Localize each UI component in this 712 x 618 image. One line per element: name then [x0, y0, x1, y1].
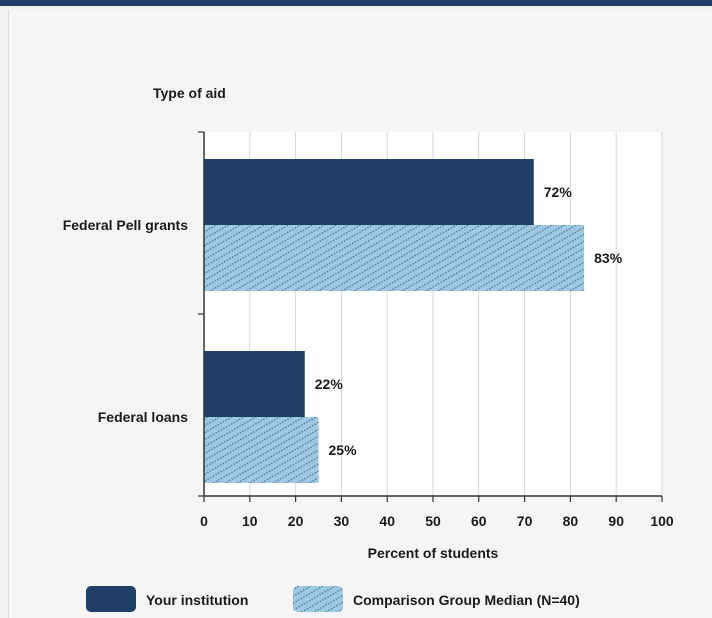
- x-tick-label: 60: [471, 513, 487, 529]
- legend-swatch-comparison-median: [293, 586, 343, 612]
- bar-value-label: 83%: [594, 250, 623, 266]
- legend-label-your-institution: Your institution: [146, 592, 248, 608]
- bar-comparison-median: [204, 417, 319, 483]
- legend: Your institution Comparison Group Median…: [86, 586, 580, 612]
- bar-value-label: 72%: [544, 184, 573, 200]
- top-accent-bar: [0, 0, 712, 6]
- x-tick-label: 80: [563, 513, 579, 529]
- x-axis-title: Percent of students: [368, 545, 499, 561]
- x-tick-label: 100: [650, 513, 674, 529]
- x-tick-label: 30: [334, 513, 350, 529]
- x-tick-label: 10: [242, 513, 258, 529]
- bar-your-institution: [204, 351, 305, 417]
- legend-label-comparison-median: Comparison Group Median (N=40): [353, 592, 580, 608]
- legend-swatch-your-institution: [86, 586, 136, 612]
- bar-value-label: 25%: [329, 442, 358, 458]
- bar-your-institution: [204, 159, 534, 225]
- x-tick-label: 70: [517, 513, 533, 529]
- x-tick-label: 20: [288, 513, 304, 529]
- bar-value-label: 22%: [315, 376, 344, 392]
- axes-group: 0 10 20 30 40 50 60 70 80 90 100 Federal Pell grant…: [63, 131, 674, 529]
- y-axis-title: Type of aid: [153, 85, 226, 101]
- bars-group: 72% 83% 22% 25%: [204, 159, 623, 483]
- category-label: Federal Pell grants: [63, 217, 188, 233]
- x-tick-label: 90: [608, 513, 624, 529]
- x-tick-label: 0: [200, 513, 208, 529]
- category-label: Federal loans: [98, 409, 188, 425]
- x-tick-label: 40: [379, 513, 395, 529]
- bar-comparison-median: [204, 225, 585, 291]
- x-tick-label: 50: [425, 513, 441, 529]
